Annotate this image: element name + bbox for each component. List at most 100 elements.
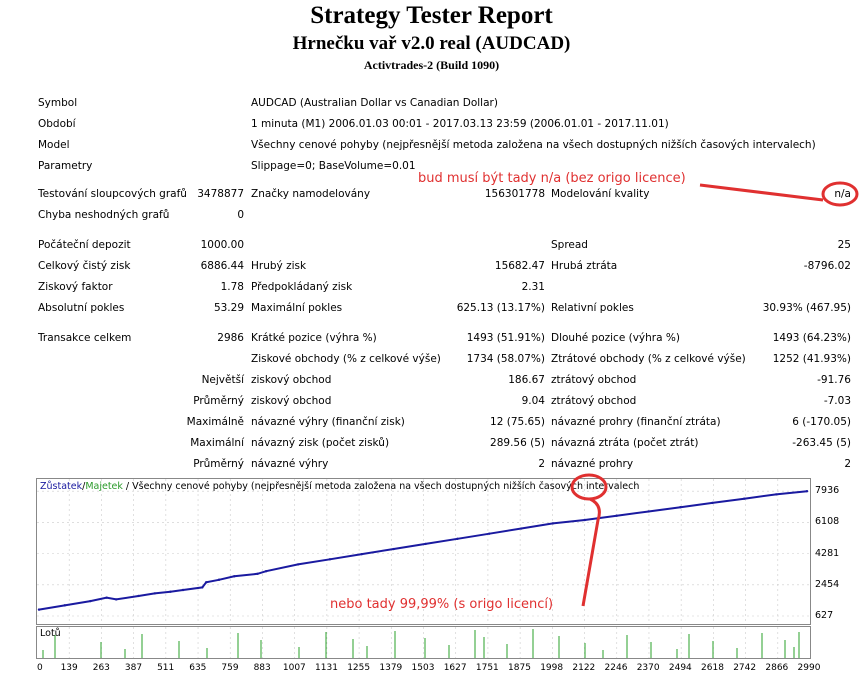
balance-point — [583, 518, 586, 522]
maximum-label: Maximálně — [186, 416, 244, 428]
x-tick-label: 1503 — [412, 663, 435, 673]
balance-point — [201, 586, 204, 589]
x-tick-label: 2742 — [733, 663, 756, 673]
balance-series-line — [38, 490, 808, 611]
gross-profit-value: 15682.47 — [494, 260, 545, 272]
short-label: Krátké pozice (výhra %) — [251, 332, 377, 344]
bars-value: 3478877 — [197, 188, 244, 200]
gross-loss-value: -8796.02 — [803, 260, 851, 272]
balance-point — [153, 592, 156, 595]
balance-point — [204, 581, 208, 584]
x-tick-label: 2618 — [701, 663, 724, 673]
lots-chart — [36, 626, 811, 659]
y-tick-label: 7936 — [815, 485, 840, 497]
balance-point — [615, 514, 618, 517]
balance-point — [551, 522, 555, 525]
balance-point — [805, 490, 809, 493]
largest-profit-label: ziskový obchod — [251, 374, 332, 386]
x-tick-label: 1751 — [476, 663, 499, 673]
spread-label: Spread — [551, 239, 588, 251]
y-tick-label: 2454 — [815, 578, 840, 590]
balance-point — [424, 542, 427, 546]
lots-chart-svg — [42, 627, 800, 658]
annotation-top-text: bud musí být tady n/a (bez origo licence… — [418, 171, 686, 186]
annotation-bottom-text: nebo tady 99,99% (s origo licencí) — [330, 597, 554, 612]
average-label: Průměrný — [193, 395, 244, 407]
balance-point — [89, 599, 92, 603]
model-value: Všechny cenové pohyby (nejpřesnější meto… — [251, 139, 816, 151]
balance-point — [647, 510, 650, 513]
largest-loss-label: ztrátový obchod — [551, 374, 637, 386]
balance-point — [137, 594, 140, 598]
max-cons-loss-label: návazná ztráta (počet ztrát) — [551, 437, 699, 449]
quality-value: n/a — [834, 188, 851, 200]
rel-dd-value: 30.93% (467.95) — [762, 302, 851, 314]
x-tick-label: 1131 — [315, 663, 338, 673]
report-title: Strategy Tester Report — [310, 2, 553, 29]
y-tick-label: 627 — [815, 610, 834, 621]
x-tick-label: 2122 — [572, 663, 595, 673]
x-tick-label: 635 — [189, 663, 206, 673]
balance-point — [169, 590, 172, 593]
legend-equity: Majetek — [85, 481, 123, 492]
abs-dd-label: Absolutní pokles — [38, 302, 125, 314]
x-tick-label: 2494 — [669, 663, 692, 673]
initial-deposit-label: Počáteční depozit — [38, 239, 131, 251]
total-trades-value: 2986 — [217, 332, 244, 344]
x-tick-label: 2866 — [765, 663, 788, 673]
x-tick-label: 2370 — [637, 663, 660, 673]
long-value: 1493 (64.23%) — [772, 332, 851, 344]
annotation-circle-quality — [821, 181, 859, 207]
spread-value: 25 — [837, 239, 851, 251]
balance-point — [679, 505, 682, 509]
short-value: 1493 (51.91%) — [466, 332, 545, 344]
balance-chart — [36, 478, 811, 625]
balance-point — [328, 558, 332, 561]
average-loss-label: ztrátový obchod — [551, 395, 637, 407]
balance-point — [181, 588, 185, 592]
report-build: Activtrades-2 (Build 1090) — [363, 58, 500, 72]
max-cons-loss-value: -263.45 (5) — [792, 437, 851, 449]
chart-legend: Zůstatek/Majetek / Všechny cenové pohyby… — [40, 481, 639, 493]
legend-separator: / — [82, 481, 86, 492]
balance-point — [37, 608, 41, 611]
max-cons-profit-value: 289.56 (5) — [490, 437, 545, 449]
x-tick-label: 1255 — [347, 663, 370, 673]
balance-point — [296, 563, 300, 566]
profit-factor-value: 1.78 — [220, 281, 244, 293]
max-dd-value: 625.13 (13.17%) — [456, 302, 545, 314]
params-label: Parametry — [38, 160, 93, 172]
total-trades-label: Transakce celkem — [38, 332, 132, 344]
expected-payoff-value: 2.31 — [521, 281, 545, 293]
x-tick-label: 883 — [254, 663, 271, 673]
mismatch-label: Chyba neshodných grafů — [38, 209, 170, 221]
x-tick-label: 1627 — [444, 663, 467, 673]
balance-point — [520, 527, 523, 530]
avg-cons-wins-value: 2 — [538, 458, 545, 470]
balance-point — [264, 570, 268, 573]
loss-trades-value: 1252 (41.93%) — [772, 353, 851, 365]
report-subtitle: Hrnečku vař v2.0 real (AUDCAD) — [292, 33, 571, 54]
params-value: Slippage=0; BaseVolume=0.01 — [251, 160, 416, 172]
period-label: Období — [38, 118, 76, 130]
lots-label: Lotů — [40, 628, 61, 639]
gross-loss-label: Hrubá ztráta — [551, 260, 618, 272]
balance-chart-svg — [37, 479, 810, 624]
gross-profit-label: Hrubý zisk — [251, 260, 307, 272]
maximal-label: Maximální — [190, 437, 244, 449]
balance-point — [392, 547, 395, 551]
x-tick-label: 1875 — [508, 663, 531, 673]
symbol-label: Symbol — [38, 97, 78, 109]
largest-label: Největší — [201, 374, 244, 386]
largest-profit-value: 186.67 — [508, 374, 545, 386]
max-cons-losses-value: 6 (-170.05) — [792, 416, 851, 428]
balance-point — [488, 532, 491, 535]
initial-deposit-value: 1000.00 — [200, 239, 244, 251]
balance-point — [774, 493, 778, 496]
x-tick-label: 2990 — [798, 663, 821, 673]
x-tick-label: 1998 — [540, 663, 563, 673]
legend-balance: Zůstatek — [40, 481, 83, 492]
annotation-arrow-top — [699, 183, 824, 202]
x-tick-label: 759 — [221, 663, 238, 673]
